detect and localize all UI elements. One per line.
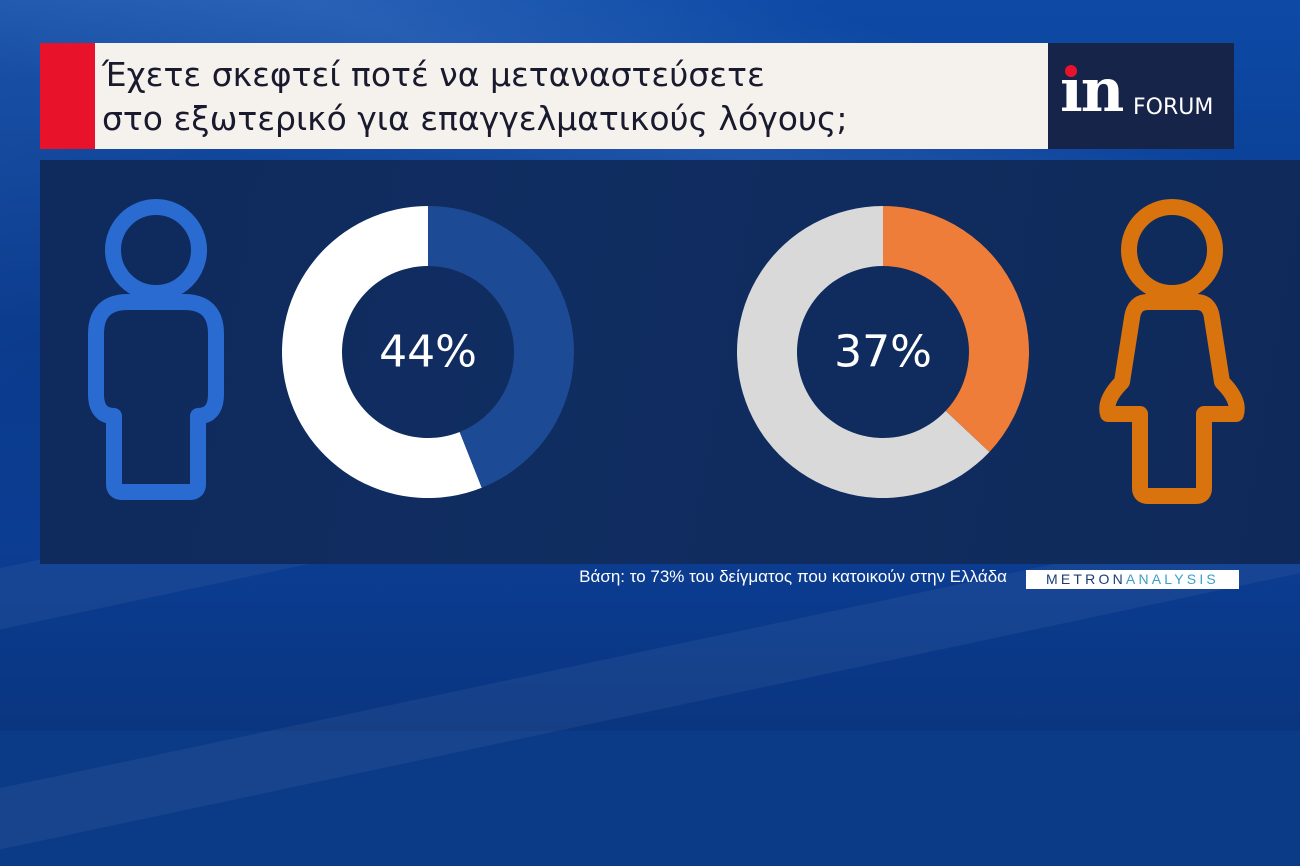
male-person-icon <box>88 199 224 500</box>
sample-base-note: Βάση: το 73% του δείγματος που κατοικούν… <box>579 567 1007 586</box>
female-icon-body <box>1099 294 1245 504</box>
metron-logo-part-1: METRON <box>1046 571 1126 587</box>
chart-title-line-1: Έχετε σκεφτεί ποτέ να μεταναστεύσετε <box>102 55 765 94</box>
chart-panel <box>40 160 1300 564</box>
donut-male-remainder-slice <box>281 206 482 498</box>
donut-female-value-slice <box>883 206 1029 452</box>
donut-male-value-slice <box>428 206 574 488</box>
donut-female: 37% <box>737 206 1029 498</box>
female-person-icon <box>1099 199 1245 504</box>
donut-male: 44% <box>281 206 574 498</box>
logo-forum-text: FORUM <box>1133 95 1214 120</box>
female-icon-head <box>1121 199 1223 301</box>
metron-logo-part-2: ANALYSIS <box>1125 571 1219 587</box>
male-icon-body <box>88 294 224 500</box>
title-banner: Έχετε σκεφτεί ποτέ να μεταναστεύσετε στο… <box>40 43 1234 149</box>
donut-female-remainder-slice <box>737 206 990 498</box>
chart-title-line-2: στο εξωτερικό για επαγγελματικούς λόγους… <box>102 99 848 138</box>
metron-analysis-logo: METRONANALYSIS <box>1026 570 1239 589</box>
donut-male-label: 44% <box>379 327 477 378</box>
donut-female-label: 37% <box>834 327 932 378</box>
male-icon-head <box>105 199 207 301</box>
chart-title: Έχετε σκεφτεί ποτέ να μεταναστεύσετε στο… <box>102 53 1032 141</box>
donut-chart: 44% 37% <box>88 199 1245 504</box>
in-forum-logo: in FORUM <box>1048 43 1234 149</box>
logo-red-dot <box>1065 65 1077 77</box>
title-accent-bar <box>40 43 95 149</box>
